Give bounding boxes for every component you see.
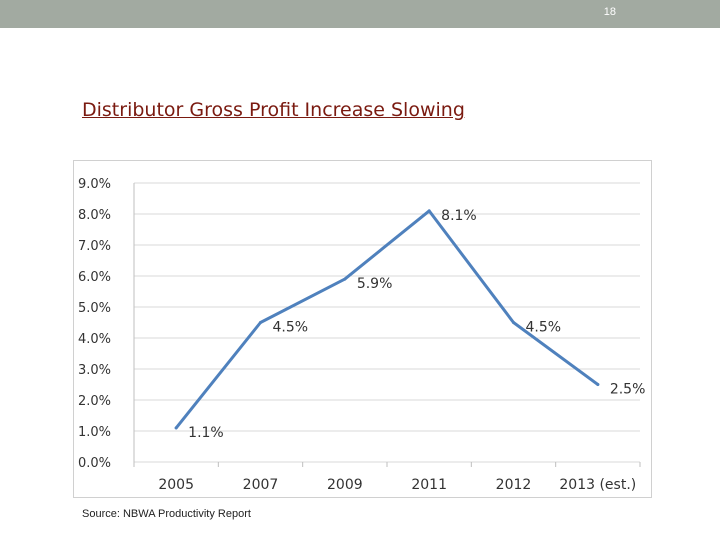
y-tick-label: 5.0% xyxy=(78,301,111,316)
data-point xyxy=(259,321,262,324)
x-tick-label: 2012 xyxy=(496,477,532,493)
y-tick-label: 3.0% xyxy=(78,363,111,378)
chart-container: 0.0% 1.0% 2.0% 3.0% 4.0% 5.0% 6.0% 7.0% 8.0% 9.0%… xyxy=(73,160,652,498)
x-tick-label: 2007 xyxy=(243,477,279,493)
x-tick-label: 2011 xyxy=(411,477,447,493)
series-line xyxy=(174,209,600,430)
slide-title: Distributor Gross Profit Increase Slowin… xyxy=(82,99,465,121)
data-label: 1.1% xyxy=(188,425,224,441)
y-tick-label: 9.0% xyxy=(78,177,111,192)
y-tick-label: 0.0% xyxy=(78,456,111,471)
data-point xyxy=(343,277,347,281)
top-bar: 18 xyxy=(0,0,720,28)
data-point xyxy=(427,209,431,213)
data-label: 4.5% xyxy=(526,320,562,336)
line-chart: 0.0% 1.0% 2.0% 3.0% 4.0% 5.0% 6.0% 7.0% 8.0% 9.0%… xyxy=(78,177,646,493)
data-point xyxy=(596,383,600,386)
x-tick-label: 2013 (est.) xyxy=(559,477,636,493)
data-label: 4.5% xyxy=(273,320,309,336)
y-tick-label: 6.0% xyxy=(78,270,111,285)
y-tick-label: 2.0% xyxy=(78,394,111,409)
y-tick-label: 7.0% xyxy=(78,239,111,254)
data-label: 8.1% xyxy=(441,208,477,224)
y-tick-label: 8.0% xyxy=(78,208,111,223)
x-tick-label: 2005 xyxy=(158,477,194,493)
y-tick-label: 1.0% xyxy=(78,425,111,440)
data-point xyxy=(174,426,178,430)
data-label: 5.9% xyxy=(357,276,393,292)
y-tick-label: 4.0% xyxy=(78,332,111,347)
x-tick-label: 2009 xyxy=(327,477,363,493)
data-label: 2.5% xyxy=(610,382,646,398)
page-number: 18 xyxy=(603,6,616,18)
source-note: Source: NBWA Productivity Report xyxy=(82,508,251,520)
data-point xyxy=(512,321,515,324)
